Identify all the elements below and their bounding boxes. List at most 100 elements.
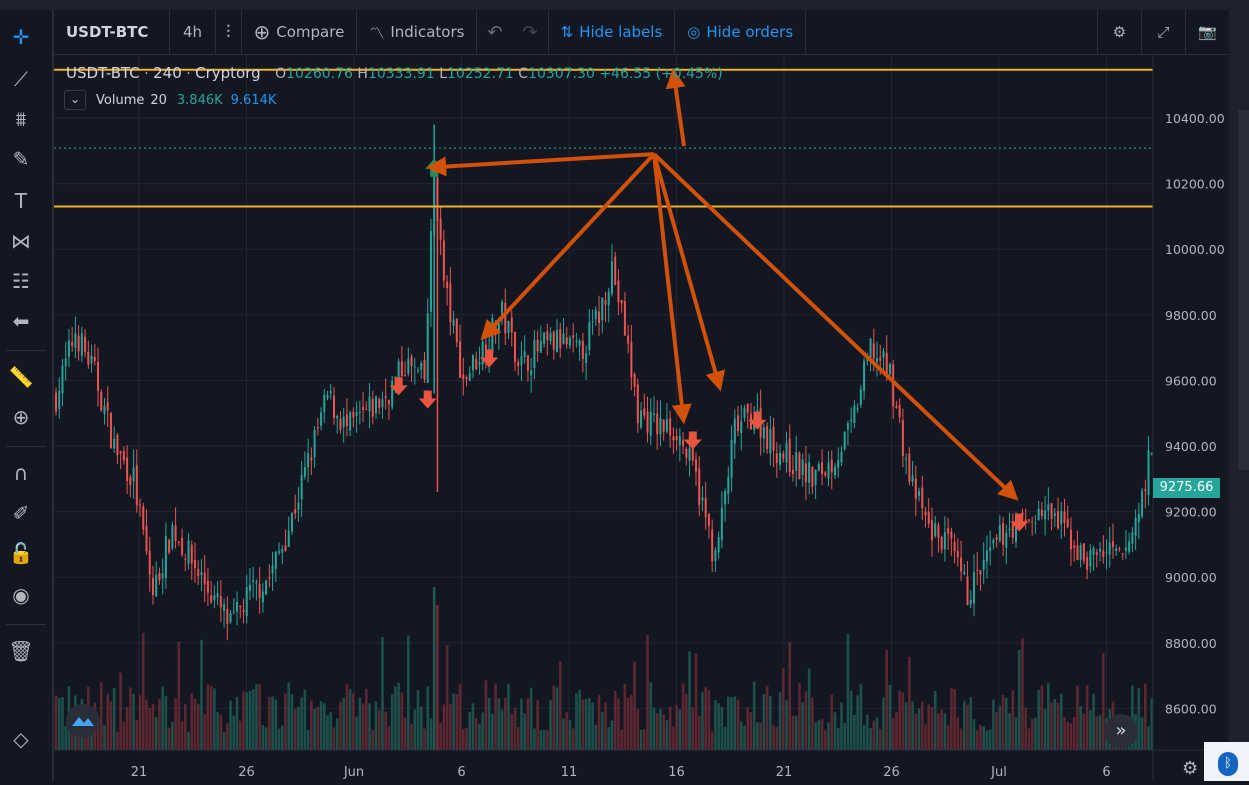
volume-bar <box>255 684 258 750</box>
bar-style-icon[interactable]: ⫶ <box>216 10 242 54</box>
sell-marker[interactable] <box>389 377 408 396</box>
candle-body <box>672 436 675 441</box>
candle-body <box>646 411 649 433</box>
candle-body <box>1002 522 1005 545</box>
candle-body <box>814 470 817 485</box>
scroll-right-button[interactable]: » <box>1104 714 1138 748</box>
candle-body <box>155 575 158 597</box>
candle-body <box>67 340 70 357</box>
volume-bar <box>904 702 908 750</box>
candle-body <box>843 431 846 450</box>
volume-bar <box>377 710 381 750</box>
brush-icon[interactable]: ✎ <box>12 147 30 171</box>
interval-button[interactable]: 4h <box>170 10 216 54</box>
back-arrow-icon[interactable]: ⬅ <box>12 309 30 333</box>
volume-bar <box>617 698 620 750</box>
sell-marker[interactable] <box>748 411 767 430</box>
candle-body <box>329 391 332 394</box>
candle-body <box>1076 545 1079 560</box>
volume-bar <box>953 688 956 750</box>
candle-body <box>1073 545 1076 548</box>
magnet-icon[interactable]: ∩ <box>13 461 29 485</box>
lock-icon[interactable]: 🔓 <box>8 541 34 565</box>
volume-bar <box>355 716 358 750</box>
layers-icon[interactable]: ◇ <box>13 727 29 751</box>
pattern-icon[interactable]: ⋈ <box>11 229 31 253</box>
volume-bar <box>714 700 717 750</box>
indicators-button[interactable]: 〽 Indicators <box>357 10 478 54</box>
crosshair-icon[interactable]: ✛ <box>12 25 30 49</box>
volume-bar <box>940 709 943 750</box>
candle-body <box>1134 517 1137 536</box>
price-chart[interactable]: 10400.00 10200.00 10000.00 9800.00 9600.00 94… <box>54 54 1229 781</box>
candle-body <box>782 453 785 459</box>
volume-bar <box>361 703 365 750</box>
volume-bar <box>332 727 336 750</box>
candle-body <box>1066 518 1069 527</box>
volume-bar <box>455 694 459 750</box>
bluetooth-icon[interactable]: ᛒ <box>1218 752 1238 776</box>
candle-body <box>332 395 335 418</box>
candle-body <box>80 333 83 356</box>
sell-marker[interactable] <box>683 431 702 450</box>
sell-marker[interactable] <box>480 349 499 368</box>
candle-body <box>568 337 571 346</box>
candle-body <box>200 572 203 575</box>
volume-bar <box>736 699 740 750</box>
redo-icon[interactable]: ↷ <box>513 10 549 54</box>
fib-icon[interactable]: ⩩ <box>15 107 27 131</box>
hide-orders-button[interactable]: ◎ Hide orders <box>675 10 807 54</box>
volume-bar <box>966 704 969 750</box>
candle-body <box>640 410 643 428</box>
zoom-icon[interactable]: ⊕ <box>12 405 30 429</box>
volume-bar <box>400 692 404 750</box>
candle-body <box>969 599 972 605</box>
right-scrollbar[interactable] <box>1229 10 1249 781</box>
legend-dot: · <box>144 66 154 82</box>
x-tick-label: 6 <box>1102 765 1110 780</box>
sell-marker[interactable] <box>1010 513 1029 532</box>
volume-bar <box>600 711 604 750</box>
axis-settings-icon[interactable]: ⚙ <box>1182 758 1199 779</box>
volume-bar <box>626 697 630 750</box>
chart-canvas[interactable]: 10400.00 10200.00 10000.00 9800.00 9600.00 94… <box>54 54 1229 781</box>
candle-body <box>126 457 129 482</box>
candle-body <box>391 380 394 408</box>
forecast-icon[interactable]: ☷ <box>12 269 30 293</box>
low-value: 10252.71 <box>447 66 514 82</box>
ruler-icon[interactable]: 📏 <box>8 365 34 389</box>
eye-icon[interactable]: ◉ <box>12 583 30 607</box>
candle-body <box>905 458 908 460</box>
volume-bar <box>701 692 704 750</box>
candle-body <box>129 476 132 485</box>
fullscreen-icon[interactable]: ⤢ <box>1141 10 1185 54</box>
volume-bar <box>284 693 287 750</box>
volume-bar <box>859 684 863 750</box>
trend-line-icon[interactable]: ⟋ <box>14 67 28 91</box>
scroll-thumb[interactable] <box>1238 110 1249 470</box>
volume-bar <box>542 730 546 750</box>
candle-body <box>64 358 67 366</box>
candle-body <box>556 330 559 352</box>
volume-bar <box>853 714 856 750</box>
hide-labels-button[interactable]: ⇅ Hide labels <box>549 10 676 54</box>
candle-body <box>743 408 746 418</box>
compare-button[interactable]: ⊕ Compare <box>242 10 358 54</box>
undo-icon[interactable]: ↶ <box>487 21 503 43</box>
sell-marker[interactable] <box>418 390 437 409</box>
volume-bar <box>872 720 876 750</box>
gear-icon[interactable]: ⚙ <box>1097 10 1141 54</box>
candle-body <box>145 525 148 552</box>
candle-body <box>911 475 914 482</box>
text-icon[interactable]: T <box>14 189 28 213</box>
volume-bar <box>297 707 300 750</box>
candle-body <box>972 572 975 604</box>
volume-bar <box>827 722 830 750</box>
volume-bar <box>1011 690 1015 750</box>
volume-bar <box>1150 698 1154 750</box>
camera-icon[interactable]: 📷 <box>1185 10 1229 54</box>
chevron-down-icon[interactable]: ⌄ <box>64 90 86 110</box>
lock-pencil-icon[interactable]: ✐ <box>12 501 30 525</box>
trash-icon[interactable]: 🗑 <box>8 639 34 663</box>
symbol-button[interactable]: USDT-BTC <box>54 10 170 54</box>
